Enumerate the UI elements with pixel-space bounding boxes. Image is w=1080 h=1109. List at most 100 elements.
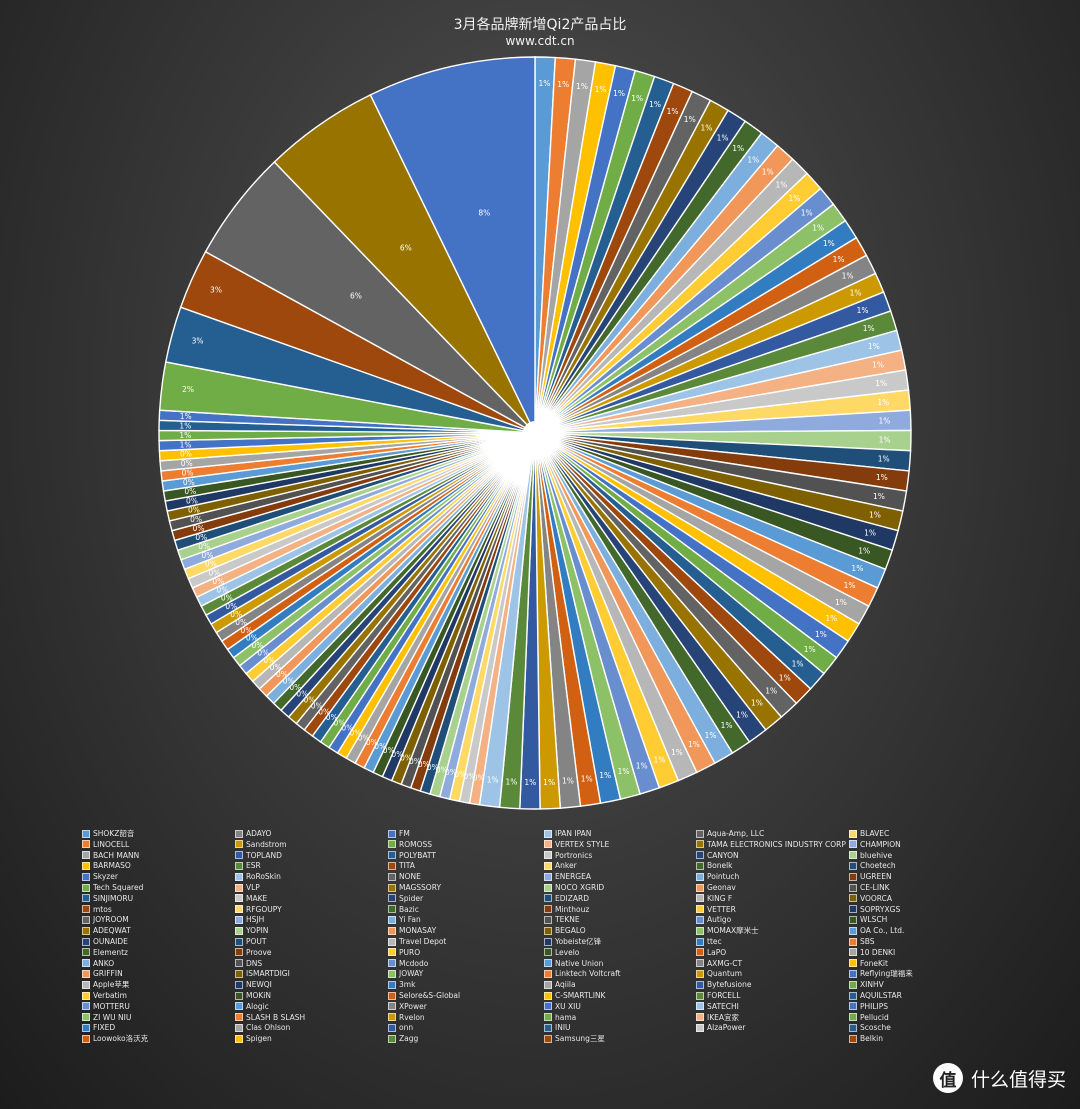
legend-item: ISMARTDIGI bbox=[235, 968, 290, 979]
legend-swatch bbox=[82, 1002, 90, 1011]
legend-label: Travel Depot bbox=[399, 937, 447, 946]
slice-label: 0% bbox=[235, 618, 247, 627]
legend-swatch bbox=[849, 1013, 857, 1022]
legend-label: Bonelk bbox=[707, 861, 733, 871]
legend-swatch bbox=[544, 1013, 552, 1022]
legend-swatch bbox=[544, 851, 552, 860]
legend-label: ROMOSS bbox=[399, 839, 433, 849]
legend-item: Selore&S-Global bbox=[388, 990, 460, 1001]
legend-item: ADAYO bbox=[235, 828, 271, 839]
slice-label: 1% bbox=[779, 673, 791, 682]
slice-label: 1% bbox=[576, 82, 588, 91]
slice-label: 0% bbox=[454, 770, 466, 779]
slice-label: 0% bbox=[436, 766, 448, 775]
slice-label: 1% bbox=[717, 133, 729, 142]
legend-item: hama bbox=[544, 1012, 576, 1023]
legend-item: BARMASO bbox=[82, 860, 131, 871]
slice-label: 1% bbox=[765, 686, 777, 695]
legend-label: VOORCA bbox=[860, 893, 893, 903]
legend-swatch bbox=[82, 872, 90, 881]
legend-item: Elementz bbox=[82, 947, 128, 958]
slice-label: 1% bbox=[835, 598, 847, 607]
chart-subtitle: www.cdt.cn bbox=[505, 34, 575, 48]
legend-label: YOPIN bbox=[246, 926, 269, 936]
legend-swatch bbox=[82, 915, 90, 924]
legend-item: SATECHI bbox=[696, 1001, 739, 1012]
legend-item: Minthouz bbox=[544, 904, 589, 915]
legend-label: Spigen bbox=[246, 1034, 272, 1044]
legend-item: Scosche bbox=[849, 1022, 891, 1033]
legend-label: Samsung三星 bbox=[555, 1034, 605, 1044]
slice-label: 1% bbox=[649, 100, 661, 109]
legend-item: Zagg bbox=[388, 1033, 418, 1044]
slice-label: 1% bbox=[747, 155, 759, 164]
legend-label: Yobeiste亿锋 bbox=[555, 937, 602, 946]
slice-label: 0% bbox=[358, 733, 370, 742]
legend-swatch bbox=[82, 937, 90, 946]
slice-label: 1% bbox=[850, 289, 862, 298]
legend-label: ISMARTDIGI bbox=[246, 969, 290, 979]
slice-label: 1% bbox=[595, 85, 607, 94]
legend-label: UGREEN bbox=[860, 872, 892, 882]
legend-item: Aqua-Amp, LLC bbox=[696, 828, 764, 839]
legend-label: Elementz bbox=[93, 947, 128, 957]
legend-item: Loowoko洛沃克 bbox=[82, 1033, 148, 1044]
legend-swatch bbox=[388, 872, 396, 881]
legend-swatch bbox=[849, 905, 857, 914]
slice-label: 0% bbox=[418, 760, 430, 769]
legend-label: AQUILSTAR bbox=[860, 991, 902, 1000]
legend-swatch bbox=[388, 1013, 396, 1022]
legend-swatch bbox=[696, 829, 704, 838]
legend-swatch bbox=[388, 1034, 396, 1043]
slice-label: 1% bbox=[671, 748, 683, 757]
legend-swatch bbox=[696, 840, 704, 849]
slice-label: 1% bbox=[487, 776, 499, 785]
legend-item: JOWAY bbox=[388, 968, 423, 979]
slice-label: 1% bbox=[505, 777, 517, 786]
legend-swatch bbox=[696, 872, 704, 881]
slice-label: 0% bbox=[198, 542, 210, 551]
legend-label: Proove bbox=[246, 947, 272, 957]
legend-swatch bbox=[544, 829, 552, 838]
slice-label: 0% bbox=[341, 724, 353, 733]
legend-swatch bbox=[849, 883, 857, 892]
legend-label: GRIFFIN bbox=[93, 969, 123, 979]
legend-swatch bbox=[82, 991, 90, 1000]
slice-label: 1% bbox=[842, 272, 854, 281]
legend-label: AXMG-CT bbox=[707, 958, 743, 968]
slice-label: 0% bbox=[400, 754, 412, 763]
legend-swatch bbox=[696, 991, 704, 1000]
legend-item: Portronics bbox=[544, 850, 592, 861]
legend-label: SBS bbox=[860, 937, 875, 946]
legend-swatch bbox=[235, 1023, 243, 1032]
legend-swatch bbox=[388, 948, 396, 957]
legend-swatch bbox=[696, 894, 704, 903]
legend-swatch bbox=[235, 905, 243, 914]
legend-label: SOPRYXGS bbox=[860, 904, 901, 914]
slice-label: 1% bbox=[636, 762, 648, 771]
legend-label: NOCO XGRID bbox=[555, 883, 605, 892]
legend-swatch bbox=[696, 1002, 704, 1011]
slice-label: 0% bbox=[182, 468, 194, 477]
slice-label: 1% bbox=[721, 721, 733, 730]
legend-item: TEKNE bbox=[544, 914, 580, 925]
slice-label: 0% bbox=[221, 594, 233, 603]
slice-label: 0% bbox=[230, 610, 242, 619]
legend-swatch bbox=[544, 991, 552, 1000]
slice-label: 0% bbox=[212, 577, 224, 586]
legend-swatch bbox=[544, 894, 552, 903]
legend-item: IKEA宜家 bbox=[696, 1012, 739, 1023]
slice-label: 6% bbox=[350, 291, 362, 300]
legend-item: BLAVEC bbox=[849, 828, 889, 839]
legend-swatch bbox=[82, 969, 90, 978]
slice-label: 0% bbox=[225, 602, 237, 611]
legend-item: Native Union bbox=[544, 958, 603, 969]
slice-label: 0% bbox=[463, 772, 475, 781]
slice-label: 1% bbox=[868, 342, 880, 351]
legend-label: Pointuch bbox=[707, 872, 740, 882]
slice-label: 1% bbox=[878, 454, 890, 463]
legend-label: PURO bbox=[399, 947, 421, 957]
legend-item: C-SMARTLINK bbox=[544, 990, 605, 1001]
legend-item: MAGSSORY bbox=[388, 882, 441, 893]
legend-swatch bbox=[388, 969, 396, 978]
